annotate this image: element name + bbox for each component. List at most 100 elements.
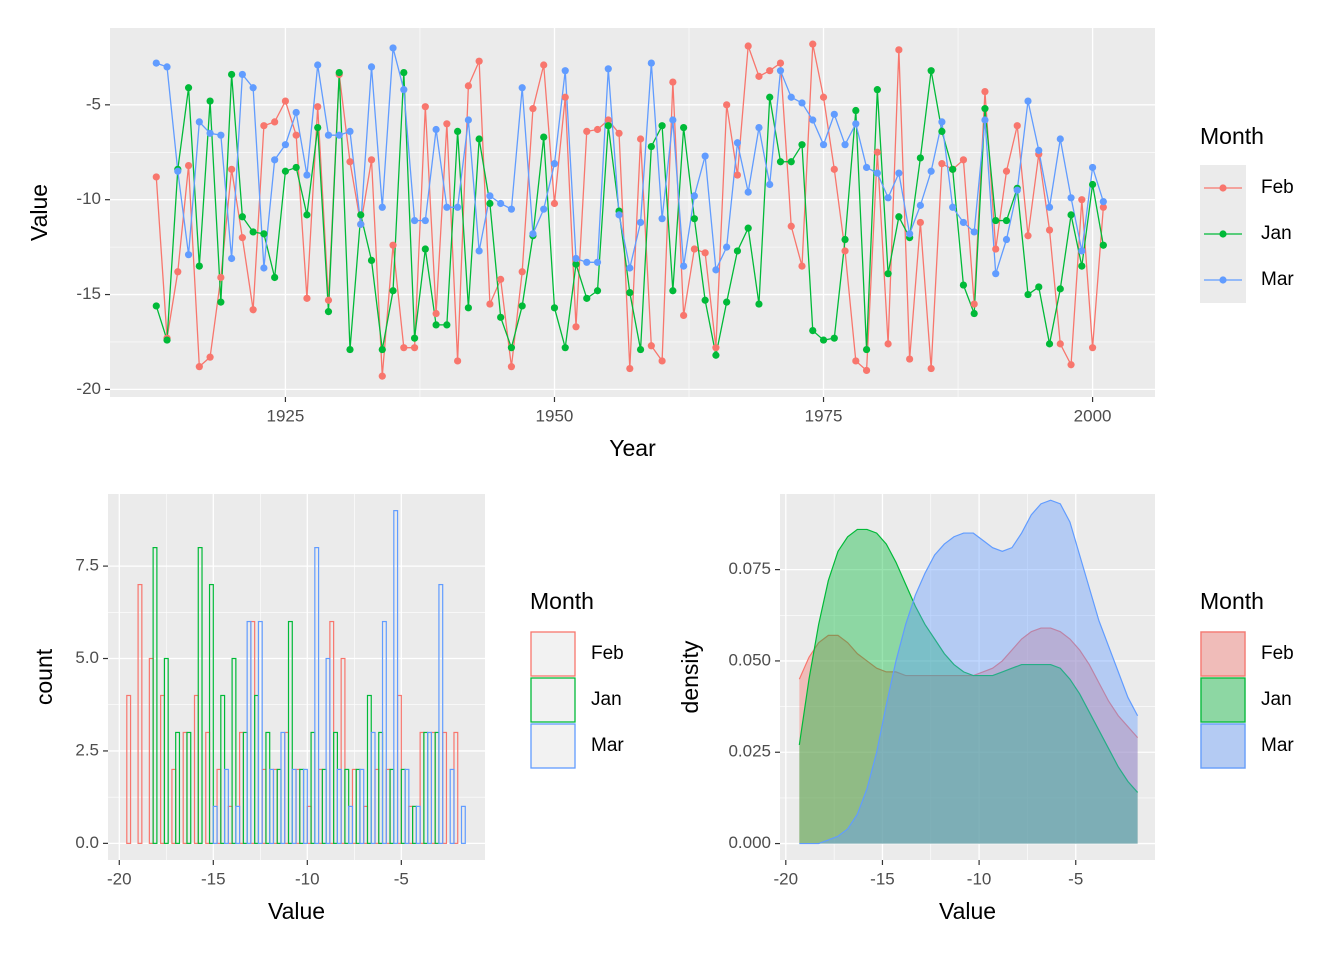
- data-point: [949, 203, 957, 211]
- data-point: [421, 103, 429, 111]
- data-point: [271, 156, 279, 164]
- data-point: [486, 192, 494, 200]
- histogram-bar: [137, 583, 143, 844]
- data-point: [1024, 290, 1032, 299]
- data-point: [174, 268, 182, 276]
- data-point: [959, 281, 968, 289]
- histogram-bar: [152, 547, 158, 844]
- data-point: [970, 300, 978, 308]
- data-point: [432, 321, 440, 329]
- data-point: [927, 364, 935, 373]
- data-point: [163, 336, 171, 344]
- data-point: [421, 245, 429, 253]
- data-point: [324, 296, 333, 304]
- data-point: [669, 78, 677, 86]
- data-point: [819, 93, 828, 101]
- x-tick-label: 1950: [536, 406, 574, 425]
- density-line: [799, 499, 1139, 845]
- data-point: [862, 366, 871, 375]
- data-point: [636, 218, 645, 227]
- data-point: [766, 180, 774, 189]
- data-point: [1002, 235, 1011, 244]
- histogram-bar: [381, 620, 387, 844]
- data-point: [152, 59, 160, 67]
- data-point: [949, 165, 957, 173]
- data-point: [228, 254, 236, 263]
- y-tick-label: -10: [76, 189, 101, 208]
- data-point: [830, 334, 838, 342]
- legend-swatch: [1200, 631, 1246, 677]
- data-point: [550, 199, 559, 208]
- histogram-bar: [246, 620, 252, 844]
- data-point: [206, 129, 214, 137]
- data-point: [281, 141, 290, 149]
- y-tick-label: 2.5: [75, 740, 99, 759]
- legend-label: Jan: [1261, 223, 1292, 244]
- data-point: [701, 249, 709, 257]
- data-point: [669, 116, 677, 124]
- data-point: [841, 141, 849, 149]
- data-point: [798, 99, 806, 107]
- data-point: [540, 133, 548, 141]
- data-point: [443, 120, 451, 128]
- data-point: [271, 118, 279, 126]
- data-point: [507, 344, 516, 352]
- data-point: [604, 65, 612, 73]
- data-point: [454, 203, 462, 211]
- data-point: [217, 273, 225, 282]
- data-point: [346, 158, 354, 166]
- data-point: [830, 110, 838, 118]
- panel-background: [110, 28, 1155, 397]
- data-point: [690, 192, 698, 200]
- data-point: [1045, 226, 1054, 234]
- data-point: [195, 118, 203, 126]
- histogram-bar: [186, 731, 192, 844]
- data-point: [217, 298, 225, 306]
- data-point: [400, 344, 408, 352]
- legend-label: Feb: [591, 643, 624, 664]
- legend-point: [1219, 184, 1227, 192]
- x-tick-label: 1975: [805, 406, 843, 425]
- histogram-bar: [359, 768, 365, 844]
- histogram-bar: [427, 731, 433, 844]
- data-point: [593, 287, 602, 295]
- density-line: [798, 627, 1139, 739]
- data-point: [367, 156, 376, 164]
- data-point: [1024, 232, 1032, 240]
- data-point: [228, 165, 236, 173]
- histogram-bar: [460, 805, 466, 844]
- data-point: [206, 97, 214, 105]
- data-point: [561, 93, 569, 101]
- data-point: [916, 201, 924, 209]
- data-point: [1024, 97, 1032, 105]
- legend-swatch: [1200, 677, 1246, 723]
- data-point: [852, 106, 860, 115]
- data-point: [238, 213, 246, 221]
- data-point: [561, 67, 569, 75]
- x-tick-label: -10: [295, 869, 320, 888]
- data-point: [755, 124, 763, 132]
- data-point: [357, 211, 365, 219]
- data-point: [475, 247, 483, 255]
- data-point: [464, 82, 472, 90]
- data-point: [260, 264, 268, 272]
- data-point: [314, 124, 322, 132]
- data-point: [970, 228, 978, 236]
- density-area: [799, 529, 1138, 844]
- data-point: [615, 129, 623, 137]
- data-point: [776, 59, 785, 67]
- data-point: [486, 300, 494, 308]
- y-tick-label: -20: [76, 379, 101, 398]
- data-point: [755, 72, 763, 80]
- y-tick-label: -15: [76, 284, 101, 303]
- data-point: [540, 61, 548, 69]
- data-point: [583, 127, 591, 135]
- data-point: [873, 169, 881, 177]
- data-point: [927, 167, 935, 175]
- x-tick-label: -15: [870, 869, 895, 888]
- data-point: [981, 87, 989, 96]
- histogram-bar: [404, 768, 410, 844]
- data-point: [324, 308, 333, 316]
- data-point: [518, 268, 526, 276]
